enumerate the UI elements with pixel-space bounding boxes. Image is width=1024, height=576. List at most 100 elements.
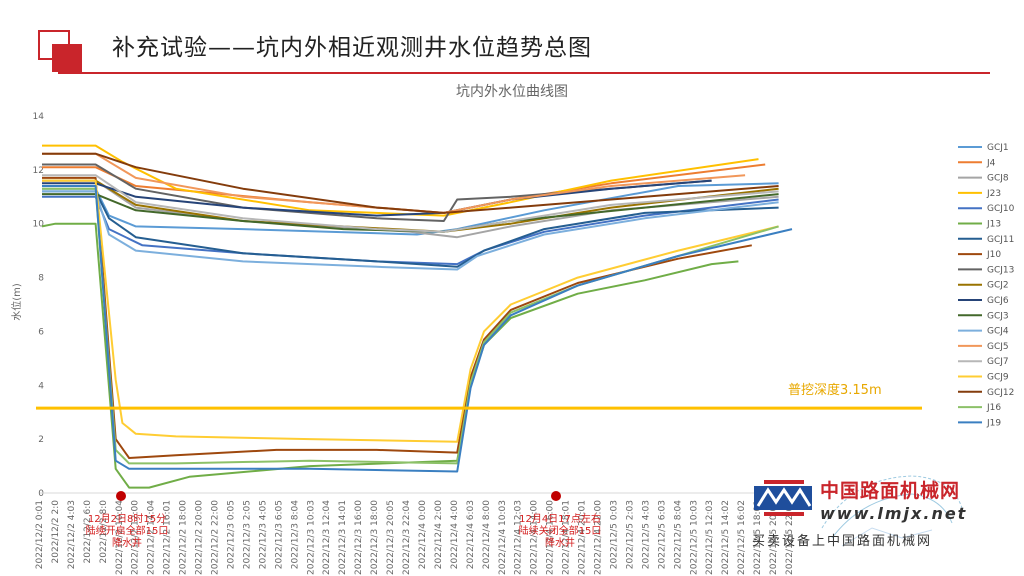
legend-label: J10 [986,250,1001,260]
legend-label: GCJ7 [987,357,1009,367]
watermark-slogan: 买卖设备上中国路面机械网 [752,534,933,549]
series-line-gcj6 [42,179,712,217]
event-marker [116,491,126,501]
event-annotation-line: 12月4日17点左右 [519,512,601,525]
water-level-chart: 坑内外水位曲线图 0 2 4 6 8 10 12 14 水位(m) 2022/12/2 0:0… [10,84,1015,575]
series-line-gcj4 [42,190,779,271]
x-tick-label: 2022/12/2 0:01 [35,500,45,569]
y-axis-ticks: 0 2 4 6 8 10 12 14 [33,112,45,499]
series-line-gcj3 [42,193,779,233]
x-tick-label: 2022/12/2 20:00 [195,500,205,575]
x-tick-label: 2022/12/2 18:00 [179,500,189,575]
y-tick-label: 10 [33,220,45,230]
y-tick-label: 8 [38,274,44,284]
legend-label: GCJ13 [987,265,1014,275]
x-tick-label: 2022/12/3 0:05 [226,500,236,569]
x-tick-label: 2022/12/5 20:00 [769,500,779,575]
x-tick-label: 2022/12/3 8:04 [290,500,300,569]
lmjx-logo-icon [754,480,812,516]
series-line-j13 [41,222,739,489]
x-tick-label: 2022/12/5 4:03 [641,500,651,569]
watermark: 中国路面机械网 www.lmjx.net 买卖设备上中国路面机械网 [752,468,1012,568]
x-tick-label: 2022/12/5 2:03 [625,500,635,569]
series-line-gcj7 [42,174,779,233]
slide-header: 补充试验——坑内外相近观测井水位趋势总图 [0,0,1024,80]
x-tick-label: 2022/12/4 12:03 [514,500,524,575]
x-tick-label: 2022/12/5 16:02 [737,500,747,575]
x-tick-label: 2022/12/5 22:01 [785,500,795,575]
x-tick-label: 2022/12/5 0:03 [609,500,619,569]
x-tick-label: 2022/12/4 16:00 [546,500,556,575]
series-line-gcj11 [42,190,779,268]
legend-label: GCJ11 [987,235,1014,245]
y-axis-title: 水位(m) [10,283,23,321]
y-tick-label: 0 [38,489,44,499]
x-tick-label: 2022/12/2 8:0 [99,500,109,564]
x-tick-label: 2022/12/2 10:04 [115,500,125,575]
legend-label: GCJ1 [987,143,1009,153]
x-tick-label: 2022/12/5 10:03 [689,500,699,575]
x-tick-label: 2022/12/3 6:05 [274,500,284,569]
page-title: 补充试验——坑内外相近观测井水位趋势总图 [112,35,592,61]
x-tick-label: 2022/12/2 16:01 [163,500,173,575]
x-tick-label: 2022/12/5 12:03 [705,500,715,575]
x-tick-label: 2022/12/3 4:05 [258,500,268,569]
x-tick-label: 2022/12/3 20:05 [386,500,396,575]
legend-label: GCJ12 [987,388,1014,398]
series-line-j10 [42,176,752,459]
x-tick-label: 2022/12/2 6:0 [83,500,93,564]
x-tick-label: 2022/12/4 0:00 [418,500,428,569]
x-tick-label: 2022/12/4 6:03 [466,500,476,569]
x-tick-label: 2022/12/3 10:03 [306,500,316,575]
legend-label: J19 [986,418,1001,428]
x-tick-label: 2022/12/4 8:00 [482,500,492,569]
event-annotation-line: 陆续开启全部15口 [86,524,169,537]
x-tick-label: 2022/12/3 16:00 [354,500,364,575]
y-tick-label: 12 [33,166,44,176]
legend-label: GCJ5 [987,342,1009,352]
series-line-j19 [42,185,793,473]
legend-label: J16 [986,403,1001,413]
x-tick-label: 2022/12/4 10:03 [498,500,508,575]
x-tick-label: 2022/12/4 14:00 [530,500,540,575]
series-line-j23 [42,144,759,217]
legend-label: GCJ3 [987,311,1009,321]
x-tick-label: 2022/12/2 14:04 [147,500,157,575]
reference-line-layer: 普挖深度3.15m [36,382,922,410]
series-line-gcj12 [42,152,779,214]
legend-label: J13 [986,220,1001,230]
x-tick-label: 2022/12/5 6:03 [657,500,667,569]
x-tick-label: 2022/12/5 14:02 [721,500,731,575]
watermark-site-url: www.lmjx.net [820,504,968,523]
legend-label: GCJ10 [987,204,1015,214]
series-line-gcj8 [42,179,779,239]
x-tick-label: 2022/12/5 8:04 [673,500,683,569]
red-square-logo-icon [38,30,84,72]
legend-label: GCJ6 [987,296,1009,306]
series-line-gcj13 [42,163,712,222]
event-annotation-line: 降水井 [545,536,575,549]
y-tick-label: 4 [38,381,44,391]
event-annotation-line: 陆续关闭全部15口 [519,524,602,537]
x-tick-label: 2022/12/4 2:00 [434,500,444,569]
x-tick-label: 2022/12/3 22:04 [402,500,412,575]
x-tick-label: 2022/12/4 20:01 [578,500,588,575]
x-tick-label: 2022/12/2 2:0 [51,500,61,564]
event-annotation-line: 降水井 [112,536,142,549]
x-tick-label: 2022/12/3 14:01 [338,500,348,575]
series-line-gcj1 [42,182,779,236]
x-axis-ticks: 2022/12/2 0:01 2022/12/2 2:0 2022/12/2 4:0… [35,500,795,575]
legend-label: J23 [986,189,1001,199]
legend: GCJ1 J4 GCJ8 J23 GCJ10 J13 GCJ11 J10 GCJ13 GCJ2 GC… [958,143,1015,428]
x-tick-label: 2022/12/3 2:05 [242,500,252,569]
map-sketch-icon [821,475,963,547]
legend-label: GCJ2 [987,281,1009,291]
x-tick-label: 2022/12/3 18:00 [370,500,380,575]
x-tick-label: 2022/12/4 22:00 [594,500,604,575]
x-tick-label: 2022/12/2 22:00 [211,500,221,575]
chart-title: 坑内外水位曲线图 [456,84,568,100]
title-divider [58,72,990,74]
legend-label: GCJ9 [987,373,1009,383]
x-tick-label: 2022/12/4 4:00 [450,500,460,569]
